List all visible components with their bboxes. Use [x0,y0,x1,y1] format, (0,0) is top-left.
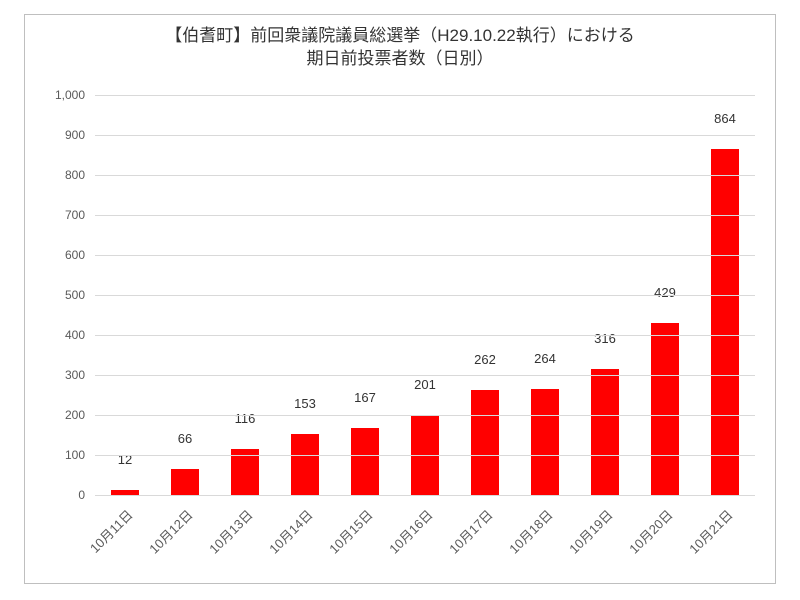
bar-value-label: 167 [335,390,395,409]
y-tick-label: 100 [65,448,85,462]
bar-value-label: 201 [395,377,455,396]
x-tick-label: 10月11日 [85,505,137,557]
x-tick-label: 10月19日 [564,505,616,557]
grid-line [95,215,755,216]
x-tick-label: 10月16日 [384,505,436,557]
bar-value-label: 264 [515,351,575,370]
y-tick-label: 900 [65,128,85,142]
grid-line [95,255,755,256]
x-tick-label: 10月14日 [264,505,316,557]
grid-line [95,295,755,296]
grid-line [95,455,755,456]
bar [651,323,680,495]
bar [531,389,560,495]
x-tick-label: 10月21日 [684,505,736,557]
y-tick-label: 200 [65,408,85,422]
plot-area: 1266116153167201262264316429864 01002003… [95,95,755,495]
chart-title: 【伯耆町】前回衆議院議員総選挙（H29.10.22執行）における 期日前投票者数… [25,15,775,71]
x-tick-label: 10月18日 [504,505,556,557]
bar [351,428,380,495]
x-tick-label: 10月20日 [624,505,676,557]
grid-line [95,415,755,416]
grid-line [95,495,755,496]
title-line-1: 【伯耆町】前回衆議院議員総選挙（H29.10.22執行）における [165,26,634,45]
grid-line [95,375,755,376]
bar-value-label: 316 [575,331,635,350]
grid-line [95,135,755,136]
x-tick-label: 10月12日 [144,505,196,557]
bar-value-label: 864 [695,111,755,130]
bar [291,434,320,495]
bar [711,149,740,495]
y-tick-label: 500 [65,288,85,302]
chart-container: 【伯耆町】前回衆議院議員総選挙（H29.10.22執行）における 期日前投票者数… [24,14,776,584]
bar-value-label: 66 [155,431,215,450]
bar [171,469,200,495]
bar-value-label: 116 [215,411,275,430]
x-axis-labels: 10月11日10月12日10月13日10月14日10月15日10月16日10月1… [95,499,755,569]
y-tick-label: 700 [65,208,85,222]
x-tick-label: 10月13日 [204,505,256,557]
y-tick-label: 400 [65,328,85,342]
x-tick-label: 10月17日 [444,505,496,557]
grid-line [95,335,755,336]
y-tick-label: 300 [65,368,85,382]
bar-value-label: 153 [275,396,335,415]
y-tick-label: 800 [65,168,85,182]
title-line-2: 期日前投票者数（日別） [307,49,494,68]
y-tick-label: 1,000 [55,88,85,102]
grid-line [95,95,755,96]
bar [591,369,620,495]
x-tick-label: 10月15日 [324,505,376,557]
grid-line [95,175,755,176]
y-tick-label: 0 [78,488,85,502]
y-tick-label: 600 [65,248,85,262]
bar [471,390,500,495]
bar-value-label: 262 [455,352,515,371]
